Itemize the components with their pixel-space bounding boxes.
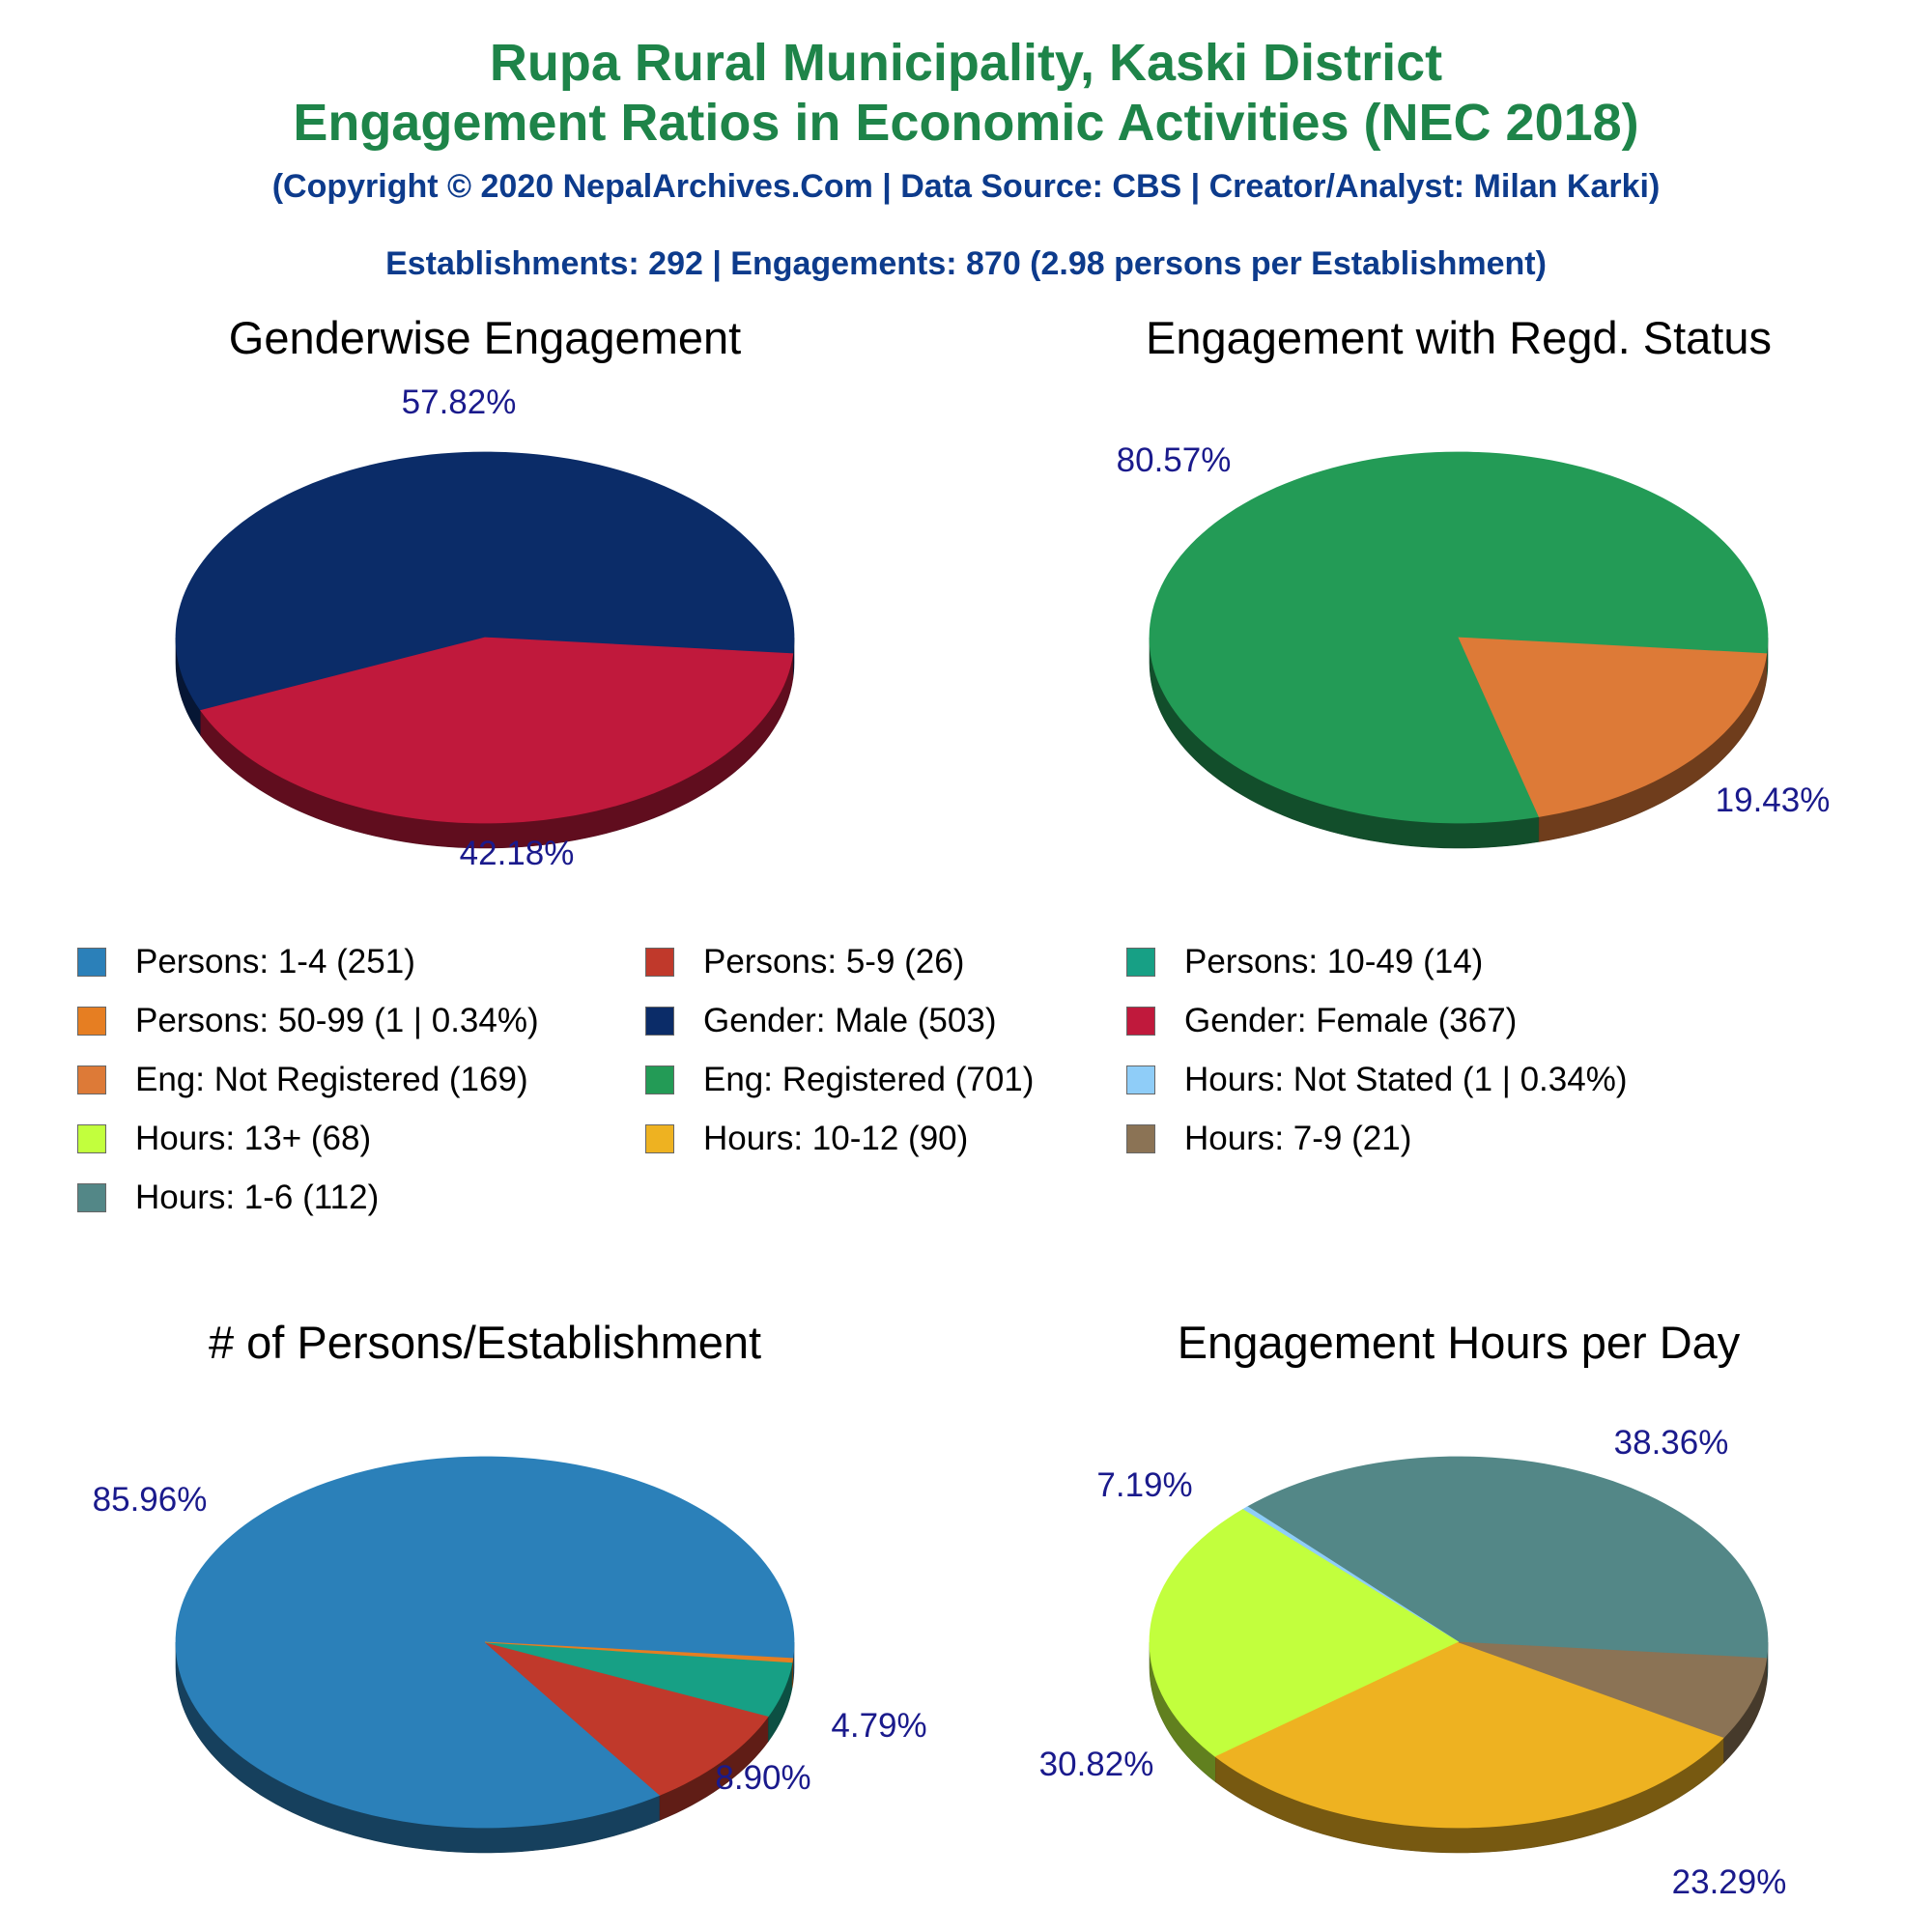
legend-item-eng-registered: Eng: Registered (701) [645, 1063, 1034, 1096]
pie-slice-hours-7-9 [1458, 1641, 1768, 1739]
pie-slice-hours-1-6 [1246, 1456, 1769, 1660]
legend-swatch [77, 1123, 106, 1153]
legend-label: Hours: 7-9 (21) [1184, 1120, 1412, 1157]
chart-title: Engagement with Regd. Status [1146, 312, 1772, 363]
legend-label: Hours: 13+ (68) [135, 1120, 372, 1157]
legend-item-persons-50-99: Persons: 50-99 (1 | 0.34%) [77, 1004, 539, 1037]
pie-chart-1: Genderwise Engagement 57.82% 42.18% [175, 312, 795, 872]
pie-slice-gender-female [200, 637, 794, 824]
legend-label: Eng: Registered (701) [703, 1061, 1035, 1098]
legend-item-gender-male: Gender: Male (503) [645, 1004, 996, 1037]
slice-label-gender-female: 42.18% [460, 835, 575, 872]
legend-label: Persons: 5-9 (26) [703, 943, 965, 980]
legend-swatch [1126, 1123, 1155, 1153]
slice-label-gender-male: 57.82% [402, 384, 517, 421]
slice-label-persons-10-49: 4.79% [831, 1707, 926, 1745]
legend-swatch [645, 1006, 674, 1036]
page-title-line1: Rupa Rural Municipality, Kaski District [489, 34, 1443, 92]
pie-slice-hours-10-12 [1214, 1641, 1725, 1829]
pie-chart-4: Engagement Hours per Day 38.36% 23.29% 30.8… [1039, 1317, 1787, 1901]
pie-slice-eng-not-registered [1458, 637, 1768, 817]
pie-chart-2: Engagement with Regd. Status 80.57% 19.43% [1117, 312, 1831, 849]
legend-label: Persons: 50-99 (1 | 0.34%) [135, 1002, 539, 1039]
legend-item-persons-1-4: Persons: 1-4 (251) [77, 945, 415, 979]
legend-swatch [1126, 947, 1155, 977]
page-title-line2: Engagement Ratios in Economic Activities… [293, 94, 1639, 152]
legend-swatch [77, 947, 106, 977]
legend-item-hours-10-12: Hours: 10-12 (90) [645, 1122, 968, 1155]
legend-label: Persons: 10-49 (14) [1184, 943, 1484, 980]
legend-swatch [1126, 1065, 1155, 1094]
pie-slice-gender-male [175, 451, 795, 711]
legend-item-hours-7-9: Hours: 7-9 (21) [1126, 1122, 1411, 1155]
legend-swatch [645, 1123, 674, 1153]
legend-swatch [1126, 1006, 1155, 1036]
slice-label-persons-1-4: 85.96% [93, 1481, 208, 1519]
pie-slice-persons-10-49 [484, 1641, 793, 1717]
legend-swatch [645, 947, 674, 977]
slice-label-hours-1-6: 38.36% [1614, 1424, 1729, 1462]
legend-label: Gender: Male (503) [703, 1002, 997, 1039]
legend-item-persons-5-9: Persons: 5-9 (26) [645, 945, 964, 979]
legend-label: Hours: 10-12 (90) [703, 1120, 969, 1157]
legend-item-hours-13: Hours: 13+ (68) [77, 1122, 371, 1155]
chart-title: # of Persons/Establishment [209, 1317, 761, 1368]
legend-item-persons-10-49: Persons: 10-49 (14) [1126, 945, 1483, 979]
pie-chart-3: # of Persons/Establishment 85.96% 8.90% 4.7… [93, 1317, 927, 1854]
legend-label: Persons: 1-4 (251) [135, 943, 415, 980]
chart-title: Genderwise Engagement [229, 312, 741, 363]
slice-label-persons-5-9: 8.90% [715, 1759, 810, 1797]
copyright-note: (Copyright © 2020 NepalArchives.Com | Da… [271, 168, 1661, 205]
slice-label-hours-10-12: 30.82% [1039, 1746, 1154, 1783]
legend-label: Gender: Female (367) [1184, 1002, 1518, 1039]
legend-swatch [77, 1065, 106, 1094]
chart-title: Engagement Hours per Day [1178, 1317, 1741, 1368]
legend-item-hours-not-stated: Hours: Not Stated (1 | 0.34%) [1126, 1063, 1627, 1096]
legend-swatch [77, 1182, 106, 1212]
slice-label-eng-not-registered: 19.43% [1716, 781, 1831, 819]
slice-label-hours-7-9: 7.19% [1096, 1466, 1192, 1504]
legend-label: Hours: Not Stated (1 | 0.34%) [1184, 1061, 1628, 1098]
slice-label-eng-registered: 80.57% [1117, 441, 1232, 479]
pie-slice-persons-5-9 [484, 1641, 770, 1796]
legend-swatch [645, 1065, 674, 1094]
legend-label: Hours: 1-6 (112) [135, 1179, 380, 1216]
pie-slice-persons-50-99 [484, 1641, 794, 1663]
slice-label-hours-13: 23.29% [1672, 1863, 1787, 1901]
legend-item-eng-not-registered: Eng: Not Registered (169) [77, 1063, 528, 1096]
legend-item-gender-female: Gender: Female (367) [1126, 1004, 1517, 1037]
legend-label: Eng: Not Registered (169) [135, 1061, 528, 1098]
summary-stats: Establishments: 292 | Engagements: 870 (… [385, 245, 1547, 282]
pie-slice-hours-13 [1149, 1509, 1460, 1758]
legend-item-hours-1-6: Hours: 1-6 (112) [77, 1180, 379, 1214]
legend-swatch [77, 1006, 106, 1036]
